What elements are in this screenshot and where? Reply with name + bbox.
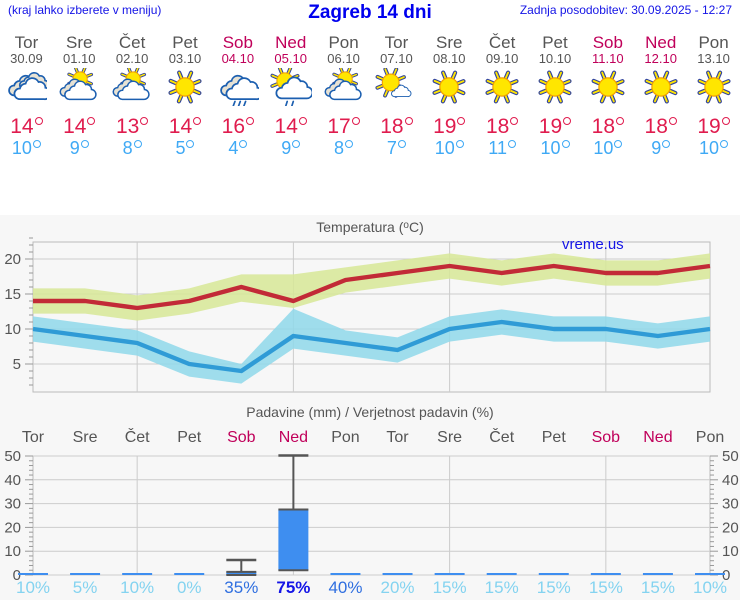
svg-text:20: 20 <box>4 519 21 536</box>
svg-text:50: 50 <box>722 448 739 465</box>
svg-text:20: 20 <box>722 519 739 536</box>
svg-text:15%: 15% <box>589 578 623 597</box>
svg-text:40%: 40% <box>328 578 362 597</box>
svg-text:Sob: Sob <box>227 429 256 446</box>
svg-text:Ned: Ned <box>279 429 308 446</box>
svg-text:10: 10 <box>722 543 739 560</box>
svg-text:Padavine (mm) / Verjetnost pad: Padavine (mm) / Verjetnost padavin (%) <box>246 404 493 420</box>
svg-text:10%: 10% <box>16 578 50 597</box>
svg-text:5%: 5% <box>73 578 98 597</box>
svg-text:15%: 15% <box>641 578 675 597</box>
svg-text:Sre: Sre <box>437 429 462 446</box>
svg-text:20%: 20% <box>381 578 415 597</box>
svg-text:Tor: Tor <box>386 429 409 446</box>
svg-text:0%: 0% <box>177 578 202 597</box>
svg-text:15%: 15% <box>433 578 467 597</box>
svg-text:30: 30 <box>722 496 739 513</box>
svg-text:Sre: Sre <box>73 429 98 446</box>
svg-text:Pet: Pet <box>542 429 567 446</box>
svg-text:Tor: Tor <box>22 429 45 446</box>
svg-text:50: 50 <box>4 448 21 465</box>
svg-text:15%: 15% <box>485 578 519 597</box>
svg-text:75%: 75% <box>276 578 310 597</box>
svg-text:Sob: Sob <box>592 429 621 446</box>
svg-text:Pon: Pon <box>331 429 359 446</box>
svg-text:Ned: Ned <box>643 429 672 446</box>
svg-text:Pon: Pon <box>696 429 724 446</box>
svg-text:Pet: Pet <box>177 429 202 446</box>
svg-text:40: 40 <box>722 472 739 489</box>
svg-text:Čet: Čet <box>125 427 150 446</box>
svg-text:40: 40 <box>4 472 21 489</box>
svg-text:15%: 15% <box>537 578 571 597</box>
svg-text:10: 10 <box>4 543 21 560</box>
svg-text:35%: 35% <box>224 578 258 597</box>
svg-text:Čet: Čet <box>489 427 514 446</box>
svg-text:10%: 10% <box>693 578 727 597</box>
svg-text:30: 30 <box>4 496 21 513</box>
svg-text:10%: 10% <box>120 578 154 597</box>
